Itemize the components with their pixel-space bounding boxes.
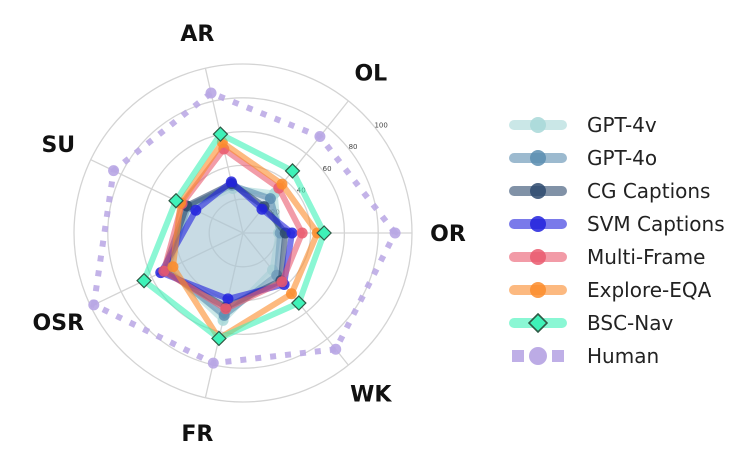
legend-item-human: Human [508, 339, 725, 372]
axis-label-fr: FR [181, 422, 213, 447]
circle-marker [205, 87, 217, 99]
legend-label: Multi-Frame [587, 244, 706, 269]
diamond-marker [136, 272, 152, 289]
legend-swatch-bsc-nav [508, 312, 568, 333]
legend-label: GPT-4o [587, 145, 658, 170]
circle-marker [264, 193, 276, 205]
legend-label: Explore-EQA [587, 277, 712, 302]
diamond-marker [212, 126, 229, 142]
diamond-marker [290, 295, 307, 311]
axis-label-ar: AR [180, 22, 214, 47]
radial-tick-label: 60 [323, 165, 332, 173]
circle-marker [158, 265, 170, 277]
circle-marker [207, 357, 219, 369]
circle-marker [389, 227, 401, 239]
series-line [160, 144, 306, 313]
circle-marker [285, 288, 297, 300]
legend-swatch-human [508, 346, 568, 366]
circle-marker [314, 131, 326, 143]
diamond-marker [211, 330, 227, 347]
circle-marker [88, 299, 100, 311]
legend-swatch-gpt-4o [508, 148, 568, 168]
circle-marker [225, 176, 237, 188]
legend-item-gpt-4v: GPT-4v [508, 108, 725, 141]
series-human [88, 87, 401, 369]
radar-series [88, 87, 401, 369]
series-line [140, 130, 328, 342]
circle-marker [167, 261, 179, 273]
axis-label-ol: OL [354, 62, 387, 87]
legend-item-explore-eqa: Explore-EQA [508, 273, 725, 306]
radial-tick-label: 80 [349, 143, 358, 151]
legend-swatch-svm-captions [508, 214, 568, 234]
legend-item-svm-captions: SVM Captions [508, 207, 725, 240]
circle-marker [256, 203, 268, 215]
legend-item-bsc-nav: BSC-Nav [508, 306, 725, 339]
circle-marker [108, 165, 120, 177]
series-bsc-nav [136, 126, 332, 347]
circle-marker [330, 343, 342, 355]
legend-swatch-cg-captions [508, 181, 568, 201]
legend-swatch-explore-eqa [508, 280, 568, 300]
circle-marker [222, 293, 234, 305]
axis-label-su: SU [41, 133, 75, 158]
circle-marker [190, 204, 202, 216]
circle-marker [276, 178, 288, 190]
diamond-marker [168, 192, 184, 209]
legend-label: Human [587, 343, 660, 368]
circle-marker [286, 227, 298, 239]
legend-label: CG Captions [587, 178, 711, 203]
legend-swatch-gpt-4v [508, 115, 568, 135]
legend-item-multi-frame: Multi-Frame [508, 240, 725, 273]
diamond-marker [316, 225, 332, 241]
series-line [169, 138, 321, 343]
axis-label-or: OR [430, 222, 466, 247]
series-line [90, 89, 399, 367]
legend-label: SVM Captions [587, 211, 725, 236]
diamond-marker [284, 163, 301, 179]
axis-label-osr: OSR [33, 311, 85, 336]
series-fill [166, 185, 281, 316]
legend-label: BSC-Nav [587, 310, 674, 335]
radial-tick-label: 100 [374, 121, 387, 129]
circle-marker [220, 303, 232, 315]
legend-swatch-multi-frame [508, 247, 568, 267]
circle-marker [296, 227, 308, 239]
axis-label-wk: WK [350, 382, 392, 407]
legend-item-cg-captions: CG Captions [508, 174, 725, 207]
legend: GPT-4v GPT-4o CG Captions SVM Captions M… [508, 108, 725, 372]
legend-label: GPT-4v [587, 112, 657, 137]
circle-marker [276, 276, 288, 288]
legend-item-gpt-4o: GPT-4o [508, 141, 725, 174]
